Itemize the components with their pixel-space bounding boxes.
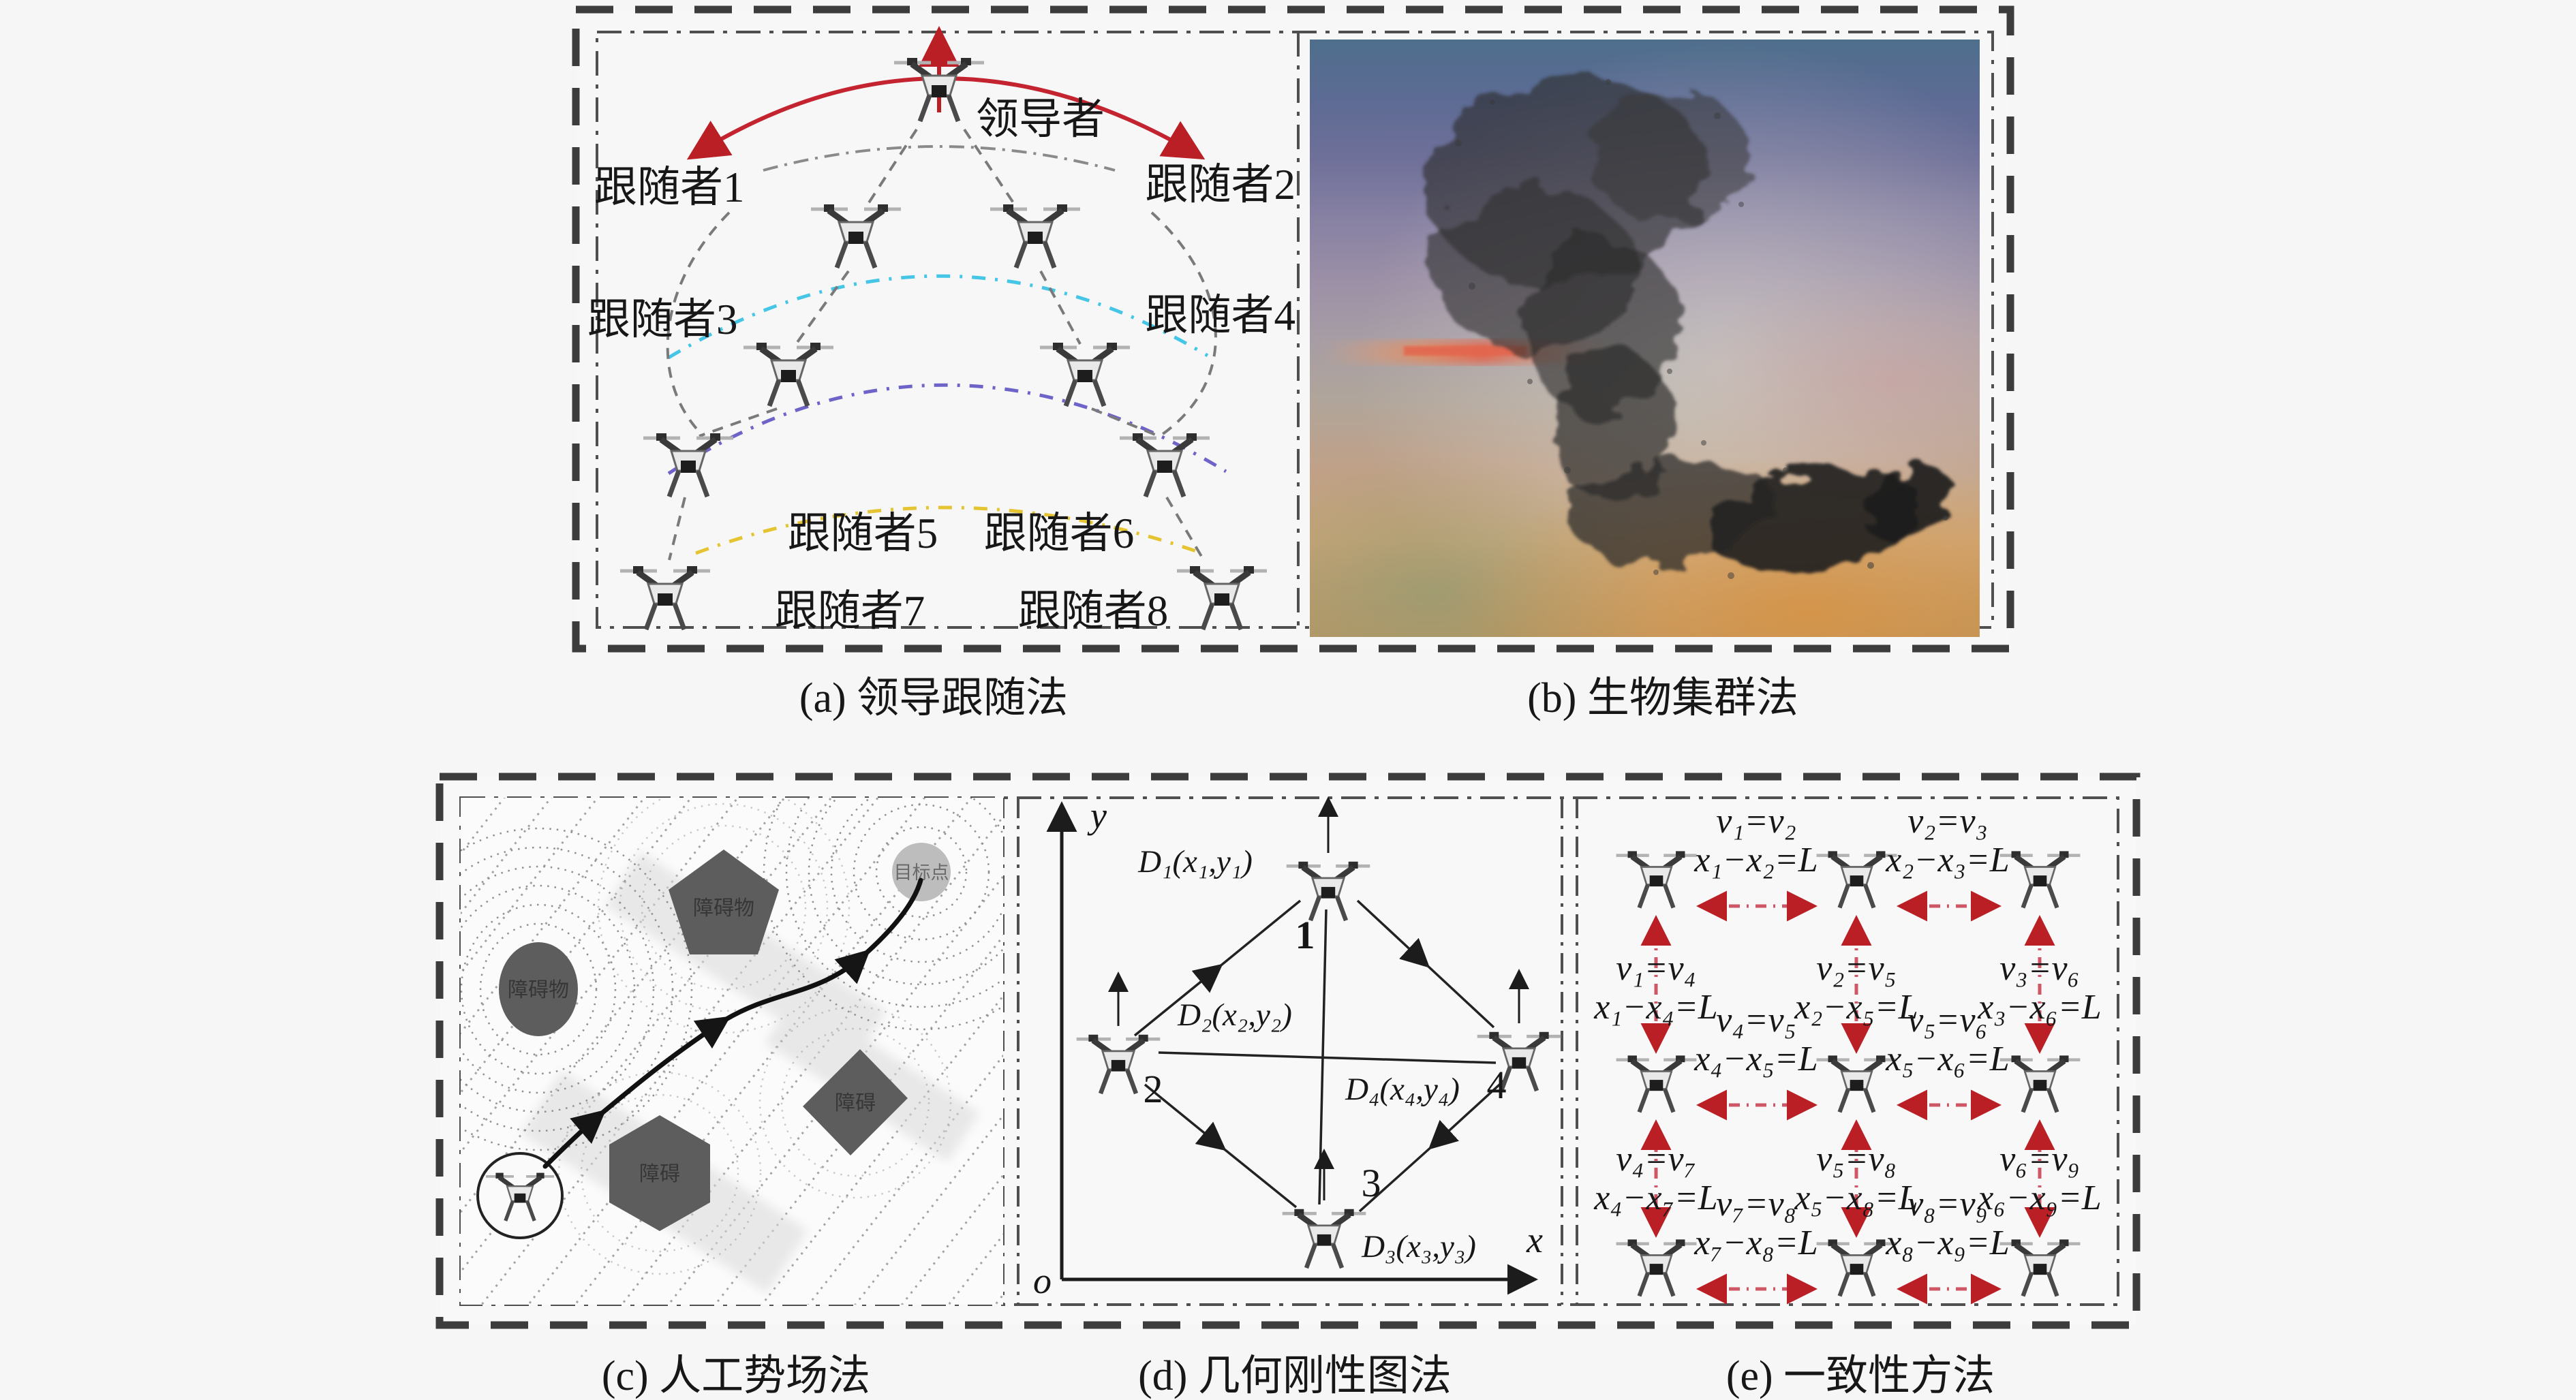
horizontal-arrows [1696, 890, 2002, 1305]
caption-c: (c) 人工势场法 [602, 1353, 870, 1399]
caption-b: (b) 生物集群法 [1527, 675, 1798, 721]
y-axis-label: y [1087, 795, 1107, 836]
target-point [892, 843, 951, 901]
panel-b-swarm-photo [1310, 40, 1980, 637]
obstacle-pentagon-label: 障碍物 [693, 897, 754, 920]
eq-v3-x: x₃−x₆=L [1977, 988, 2101, 1027]
eq-v6-v: v₆=v₉ [1999, 1140, 2079, 1179]
eq-h3-v: v₄=v₅ [1716, 1001, 1796, 1040]
eq-h2-v: v₂=v₃ [1907, 802, 1987, 841]
caption-a: (a) 领导跟随法 [799, 675, 1068, 721]
flock-specks [1455, 79, 1948, 579]
node2-number: 2 [1144, 1067, 1163, 1111]
node3-coord: D₃(x₃,y₃) [1361, 1229, 1476, 1264]
eq-h5-x: x₇−x₈=L [1693, 1224, 1818, 1262]
obstacle-hexagon-label: 障碍 [639, 1163, 680, 1185]
obstacle-diamond-label: 障碍 [835, 1092, 876, 1115]
tree-links [666, 128, 1217, 561]
cyan-arc [667, 274, 1209, 360]
obstacle-ellipse-label: 障碍物 [508, 979, 569, 1001]
eq-h3-x: x₄−x₅=L [1693, 1040, 1818, 1078]
obstacle-hexagon [609, 1115, 710, 1231]
eq-v6-x: x₆−x₉=L [1977, 1179, 2101, 1217]
panel-a-leader-follower: 领导者 跟随者1 跟随者2 跟随者3 跟随者4 跟随者5 跟随者6 跟随者7 跟… [587, 26, 1296, 635]
node4-number: 4 [1487, 1063, 1507, 1107]
purple-arc [667, 383, 1227, 476]
eq-v4-v: v₄=v₇ [1616, 1140, 1696, 1179]
eq-v5-v: v₅=v₈ [1816, 1140, 1896, 1179]
eq-h2-x: x₂−x₃=L [1885, 841, 2009, 880]
origin-label: o [1033, 1260, 1052, 1301]
eq-h1-x: x₁−x₂=L [1693, 841, 1818, 880]
graph-edges [1133, 899, 1506, 1213]
obstacle-diamond [803, 1049, 908, 1155]
panel-c-potential-field: 障碍物 障碍物 障碍 障碍 目标点 [461, 798, 1003, 1305]
follower8-label: 跟随者8 [1018, 587, 1169, 635]
follower5-label: 跟随者5 [788, 510, 938, 557]
follower3-label: 跟随者3 [587, 296, 738, 343]
obstacle-pentagon [669, 850, 779, 954]
velocity-arrows [1108, 796, 1529, 1200]
eq-h5-v: v₇=v₈ [1716, 1185, 1796, 1224]
node3-number: 3 [1362, 1161, 1381, 1205]
eq-v3-v: v₃=v₆ [1999, 949, 2079, 988]
eq-h4-x: x₅−x₆=L [1885, 1040, 2009, 1078]
yellow-arc [695, 505, 1199, 555]
eq-v5-x: x₅−x₈=L [1794, 1179, 1918, 1217]
follower2-label: 跟随者2 [1146, 161, 1296, 208]
potential-rings [461, 798, 1003, 1275]
eq-v4-x: x₄−x₇=L [1593, 1179, 1717, 1217]
planned-path [542, 877, 923, 1169]
panel-e-consensus: v₁=v₂ x₁−x₂=L v₂=v₃ x₂−x₃=L v₄=v₅ x₄−x₅=… [1593, 802, 2102, 1305]
eq-v2-x: x₂−x₅=L [1794, 988, 1918, 1027]
follower6-label: 跟随者6 [984, 510, 1135, 557]
panel-d-rigidity-graph: y x o 1 2 3 4 D₁(x₁,y₁) D₂(x [1033, 795, 1561, 1301]
follower4-label: 跟随者4 [1146, 292, 1296, 339]
obstacle-ellipse [499, 942, 578, 1036]
eq-h4-v: v₅=v₆ [1907, 1001, 1987, 1040]
node1-number: 1 [1295, 913, 1315, 957]
node4-coord: D₄(x₄,y₄) [1345, 1072, 1460, 1107]
eq-h6-v: v₈=v₉ [1907, 1185, 1987, 1224]
node1-coord: D₁(x₁,y₁) [1137, 844, 1253, 880]
node2-coord: D₂(x₂,y₂) [1177, 997, 1292, 1033]
vertical-arrows [1640, 915, 2055, 1238]
caption-e: (e) 一致性方法 [1726, 1353, 1995, 1399]
x-axis-label: x [1526, 1219, 1543, 1260]
eq-v2-v: v₂=v₅ [1816, 949, 1896, 988]
caption-d: (d) 几何刚性图法 [1138, 1353, 1452, 1399]
eq-h1-v: v₁=v₂ [1716, 802, 1796, 841]
eq-h6-x: x₈−x₉=L [1885, 1224, 2009, 1262]
follower1-label: 跟随者1 [594, 164, 745, 211]
follower7-label: 跟随者7 [775, 587, 925, 635]
bird-flock [1428, 77, 1954, 571]
eq-v1-x: x₁−x₄=L [1593, 988, 1717, 1027]
leader-label: 领导者 [976, 95, 1105, 143]
eq-v1-v: v₁=v₄ [1616, 949, 1696, 988]
